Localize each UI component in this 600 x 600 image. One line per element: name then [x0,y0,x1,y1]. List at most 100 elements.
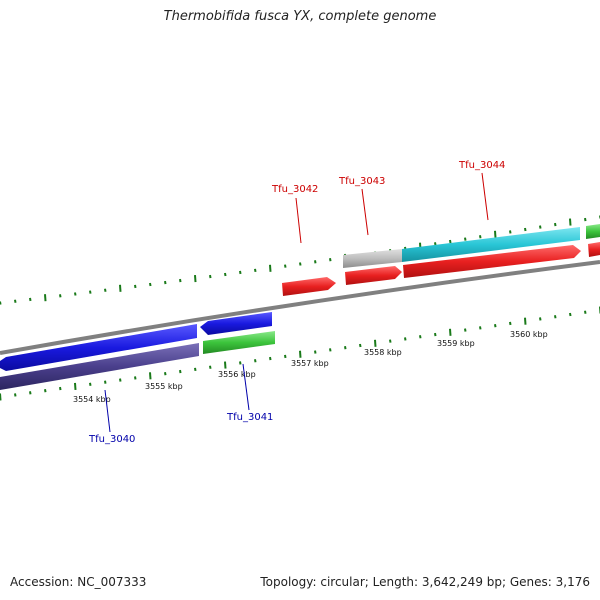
ruler-tick [524,227,527,232]
ruler-tick [494,323,497,328]
ruler-tick [449,239,452,244]
kbp-label: 3555 kbp [145,382,183,391]
genome-backbone [0,260,600,355]
ruler-tick [254,359,257,363]
gene-label-tfu-3040[interactable]: Tfu_3040 [88,434,135,445]
ruler-tick [104,288,107,292]
ruler-tick [119,284,122,292]
ruler-tick [344,346,347,350]
kbp-label: 3554 kbp [73,395,111,404]
ruler-tick [539,317,542,321]
gene-label-tfu-3043[interactable]: Tfu_3043 [338,176,385,187]
ruler-tick [404,337,407,341]
ruler-tick [89,382,92,386]
upper-feature-green[interactable] [586,224,600,239]
gene-arrow-tfu-3043[interactable] [345,266,402,285]
ruler-tick [584,217,587,222]
ruler-tick [179,369,182,374]
kbp-label: 3560 kbp [510,330,548,339]
ruler-tick [59,386,62,391]
ruler-tick [299,262,302,266]
gene-label-tfu-3041[interactable]: Tfu_3041 [226,412,273,423]
ruler-tick [434,332,437,337]
ruler-tick [539,225,542,229]
ruler-tick [449,328,452,336]
ruler-tick [239,270,242,275]
ruler-tick [419,335,422,339]
kbp-label: 3556 kbp [218,370,256,379]
ruler-tick [329,257,332,262]
ruler-tick [89,290,92,294]
ruler-tick [314,350,317,354]
ruler-tick [179,278,182,283]
ruler-tick [74,382,77,391]
kbp-label: 3559 kbp [437,339,475,348]
lower-feature-purple[interactable] [0,343,199,390]
ruler-tick [479,235,482,239]
gene-arrow-next[interactable] [588,242,600,257]
ruler-tick [104,380,107,384]
gene-arrow-tfu-3042[interactable] [282,277,336,296]
ruler-tick [134,376,137,380]
ruler-tick [14,393,17,397]
ruler-tick [14,299,17,303]
genome-summary-text: Topology: circular; Length: 3,642,249 bp… [260,575,590,589]
gene-label-tfu-3044[interactable]: Tfu_3044 [458,160,505,171]
ruler-tick [209,274,212,279]
kbp-label: 3557 kbp [291,359,329,368]
ruler-tick [509,321,512,326]
ruler-tick [329,348,332,352]
ruler-tick [164,372,167,376]
ruler-tick [194,367,197,372]
ruler-tick [284,264,287,268]
ruler-tick [494,230,497,238]
gene-arrow-tfu-3044[interactable] [403,245,581,278]
upper-feature-grey[interactable] [343,249,402,268]
genome-title: Thermobifida fusca YX, complete genome [163,9,437,24]
kbp-label: 3558 kbp [364,348,402,357]
ruler-tick [269,356,272,361]
ruler-tick [524,317,527,325]
ruler-tick [269,264,272,272]
ruler-tick [29,391,32,395]
lower-feature-green[interactable] [203,331,275,354]
ruler-tick [59,294,62,298]
ruler-tick [74,292,77,296]
ruler-tick [284,354,287,359]
ruler-tick [479,326,482,330]
ruler-tick [134,284,137,289]
ruler-tick [389,339,392,343]
gene-arrow-tfu-3040[interactable] [0,324,197,371]
ruler-tick [0,301,2,305]
accession-text: Accession: NC_007333 [10,575,147,589]
upper-feature-cyan[interactable] [402,227,580,262]
ruler-tick [224,272,227,277]
ruler-tick [224,361,227,369]
gene-label-tfu-3042[interactable]: Tfu_3042 [271,184,318,195]
ruler-tick [374,339,377,347]
ruler-tick [569,218,572,226]
ruler-tick [209,365,212,369]
ruler-tick [239,361,242,365]
lower-tick-ruler [0,306,600,401]
ruler-tick [299,350,302,358]
ruler-tick [359,343,362,348]
ruler-tick [434,242,437,246]
ruler-tick [254,268,257,273]
ruler-tick [464,328,467,332]
ruler-tick [149,282,152,287]
gene-arrow-tfu-3041[interactable] [200,312,272,335]
ruler-tick [0,393,2,401]
ruler-tick [554,222,557,227]
ruler-tick [314,260,317,264]
ruler-tick [119,378,122,382]
ruler-tick [464,237,467,241]
ruler-tick [509,230,512,234]
gene-labels: Tfu_3042 Tfu_3043 Tfu_3044 Tfu_3040 Tfu_… [88,160,505,445]
ruler-tick [194,274,197,283]
ruler-tick [554,315,557,319]
kbp-labels: 3554 kbp 3555 kbp 3556 kbp 3557 kbp 3558… [73,330,548,404]
ruler-tick [164,280,167,285]
ruler-tick [569,312,572,317]
